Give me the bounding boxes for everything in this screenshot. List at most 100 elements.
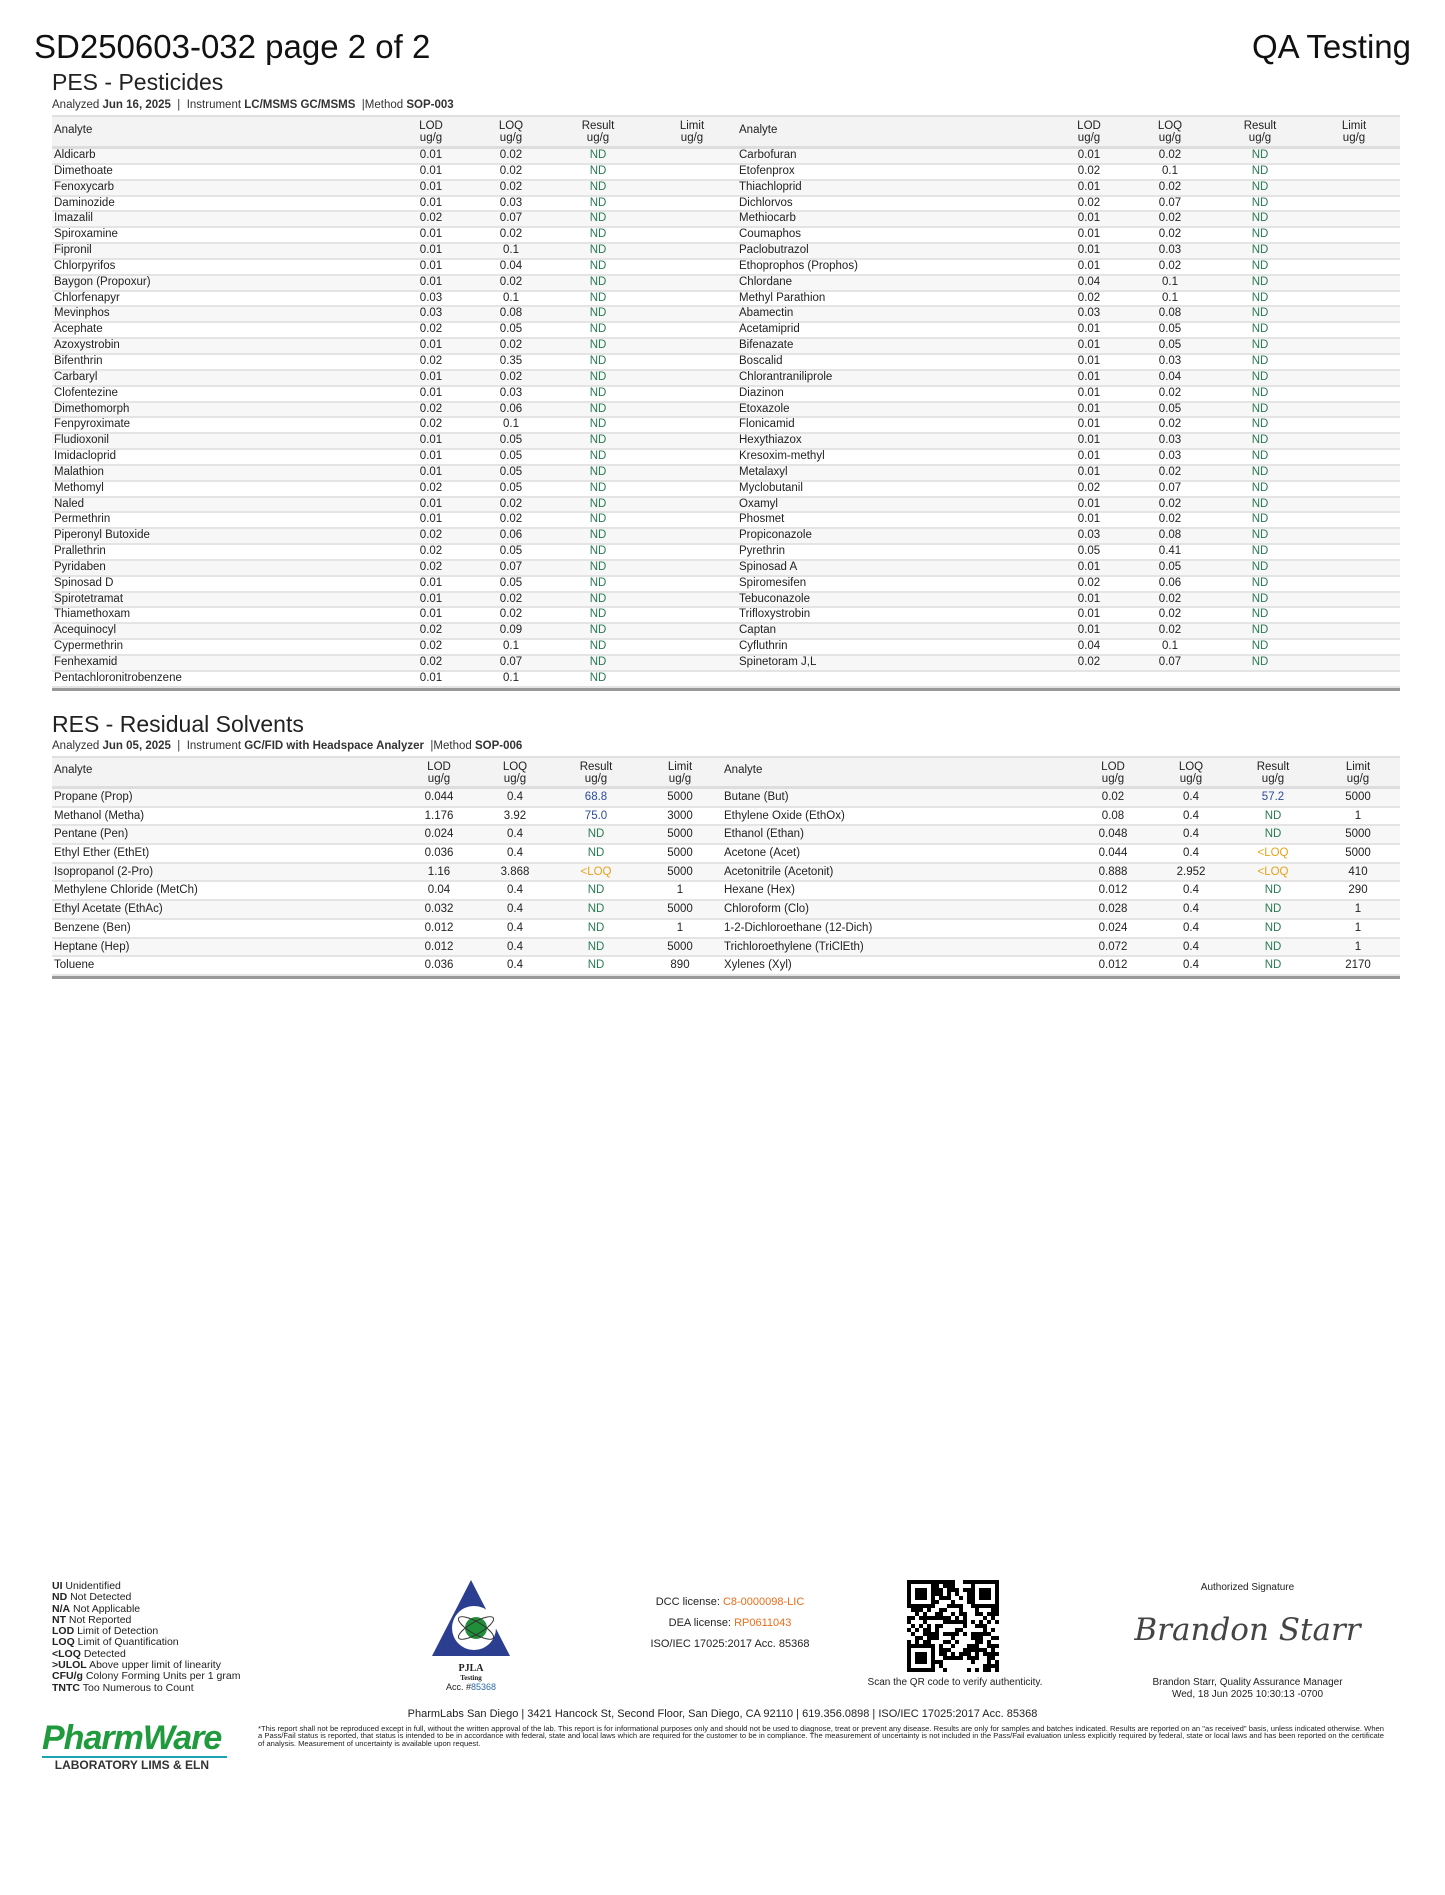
cell-lod: 0.01 [1077,450,1101,463]
legend-desc: Above upper limit of linearity [89,1659,221,1672]
analyte-name: Captan [739,624,777,637]
pjla-sub: Testing [460,1674,482,1682]
analyte-name: Methylene Chloride (MetCh) [54,884,198,897]
cell-loq: 0.1 [503,244,519,257]
cell-result: ND [589,592,607,605]
cell-lod: 0.02 [419,656,443,668]
legend-desc: Detected [83,1647,126,1660]
cell-result: ND [589,212,607,225]
analyte-name: Cypermethrin [54,640,124,653]
analyte-name: Oxamyl [739,497,778,510]
pharmware-logo: PharmWare LABORATORY LIMS & ELN [42,1720,227,1782]
cell-loq: 0.02 [499,164,523,177]
cell-lod: 0.02 [419,212,443,225]
cell-result: ND [1251,529,1269,542]
analyte-name: Mevinphos [54,307,110,320]
cell-result: ND [589,434,607,447]
cell-loq: 0.02 [499,149,523,161]
cell-lod: 0.01 [419,465,443,478]
analyte-name: Boscalid [739,354,783,367]
table-row: Permethrin 0.01 0.02 ND Phosmet 0.01 0.02 ND [52,513,1400,530]
legend-abbr: N/A [52,1602,71,1615]
col-unit: ug/g [680,132,704,144]
cell-loq: 0.4 [507,940,523,953]
analyte-name: Chlorfenapyr [54,291,120,304]
cell-result: <LOQ [1257,865,1289,878]
legend-desc: Not Applicable [73,1602,141,1615]
col-unit: ug/g [427,773,451,785]
cell-result: ND [589,560,607,573]
legend-abbr: <LOQ [52,1647,81,1660]
cell-loq: 0.1 [1162,291,1178,304]
analyte-name: Acequinocyl [54,624,117,637]
cell-lod: 0.01 [419,164,443,177]
legend-abbr: ND [52,1591,68,1604]
analyte-name: Dimethomorph [54,402,130,415]
cell-result: ND [589,386,607,399]
label: DEA license: [668,1617,731,1629]
cell-lod: 0.01 [1077,244,1101,257]
cell-loq: 0.07 [1158,196,1182,209]
table-row: Pentachloronitrobenzene 0.01 0.1 ND [52,672,1400,688]
cell-result: ND [1251,291,1269,304]
legend-abbr: CFU/g [52,1670,83,1683]
cell-result: ND [1251,576,1269,589]
cell-loq: 0.07 [499,656,523,668]
table-row: Toluene 0.036 0.4 ND 890 Xylenes (Xyl) 0.012 0.… [52,957,1400,976]
cell-loq: 0.4 [1183,884,1199,897]
cell-loq: 0.1 [1162,275,1178,288]
cell-lod: 0.044 [424,791,454,803]
cell-lod: 0.01 [419,149,443,161]
col-unit: ug/g [1346,773,1370,785]
signer-name: Brandon Starr, Quality Assurance Manager [1152,1677,1343,1688]
cell-loq: 0.04 [1158,370,1182,383]
cell-loq: 0.02 [1158,212,1182,225]
cell-limit: 5000 [667,847,693,860]
analyte-name: Spinetoram J,L [739,656,817,668]
analyte-name: Pentane (Pen) [54,828,129,841]
pjla-name: PJLA [458,1663,484,1674]
analyte-name: Daminozide [54,196,115,209]
label: DCC license: [655,1596,720,1608]
cell-result: ND [587,828,605,841]
cell-result: ND [1264,809,1282,822]
signature-image: Brandon Starr [1134,1612,1361,1648]
cell-lod: 0.01 [1077,323,1101,336]
legend-item: TNTC Too Numerous to Count [52,1682,240,1694]
analyte-name: Ethyl Ether (EthEt) [54,847,150,860]
cell-result: ND [1264,828,1282,841]
cell-loq: 0.02 [499,608,523,621]
cell-lod: 0.01 [1077,402,1101,415]
logo-subtext: LABORATORY LIMS & ELN [54,1758,209,1772]
col-unit: ug/g [586,132,610,144]
cell-loq: 0.4 [507,959,523,972]
cell-result: ND [1251,212,1269,225]
method: SOP-006 [474,740,523,752]
cell-lod: 0.01 [1077,608,1101,621]
cell-result: ND [589,576,607,589]
cell-result: ND [1251,244,1269,257]
cell-loq: 0.02 [1158,418,1182,431]
cell-result: ND [589,149,607,161]
legend-item: CFU/g Colony Forming Units per 1 gram [52,1671,240,1682]
label: Instrument [186,740,242,752]
cell-result: ND [589,497,607,510]
cell-loq: 0.02 [499,228,523,241]
col-unit: ug/g [1248,132,1272,144]
qr-code-icon[interactable] [907,1580,999,1672]
disclaimer: *This report shall not be reproduced exc… [258,1724,1384,1748]
cell-lod: 0.01 [1077,434,1101,447]
analyte-name: Pentachloronitrobenzene [54,671,182,684]
analyte-name: Chlorpyrifos [54,259,116,272]
col-analyte: Analyte [724,764,763,776]
cell-loq: 0.07 [1158,481,1182,494]
cell-lod: 0.02 [1077,291,1101,304]
cell-limit: 5000 [667,903,693,916]
cell-result: ND [1251,149,1269,161]
analyte-name: Abamectin [739,307,794,320]
cell-lod: 0.01 [1077,149,1101,161]
cell-result: 57.2 [1261,791,1285,803]
cell-loq: 0.02 [1158,386,1182,399]
cell-result: ND [1251,339,1269,352]
cell-lod: 0.048 [1098,828,1128,841]
